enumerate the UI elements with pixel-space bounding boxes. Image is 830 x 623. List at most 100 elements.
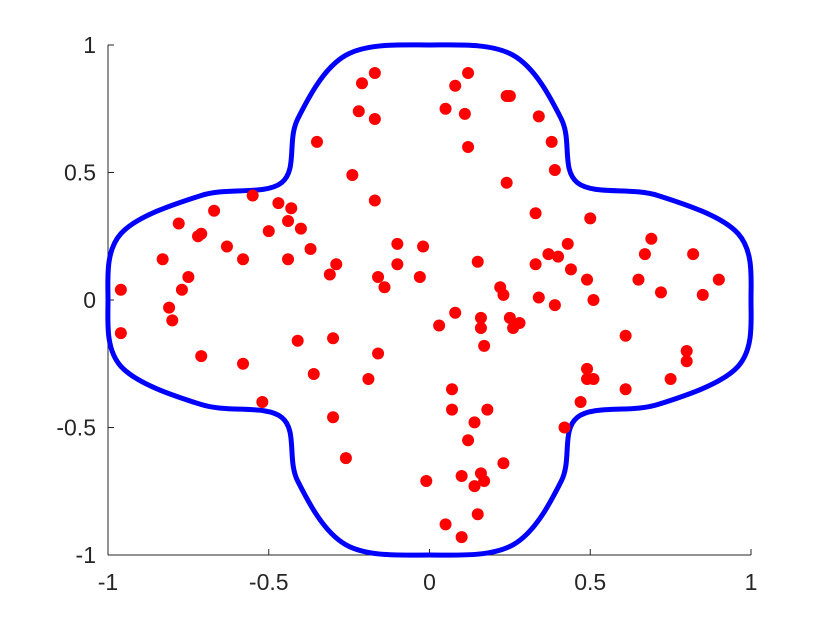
point [327, 332, 340, 345]
point [664, 373, 677, 386]
point [330, 258, 343, 271]
x-tick-label: -1 [98, 569, 118, 595]
point [446, 403, 459, 416]
point [455, 531, 468, 544]
point [323, 268, 336, 281]
point [420, 475, 433, 488]
point [362, 373, 375, 386]
point [497, 288, 510, 301]
point [417, 240, 430, 253]
point [478, 339, 491, 352]
point [497, 457, 510, 470]
point [256, 396, 269, 408]
point [166, 314, 179, 327]
point [304, 243, 317, 255]
point [285, 202, 298, 215]
point [478, 475, 491, 488]
point [391, 258, 404, 271]
point [208, 204, 221, 217]
point [195, 350, 208, 363]
point [182, 271, 195, 284]
point [237, 253, 250, 266]
point [282, 253, 295, 266]
point [474, 322, 487, 335]
point [114, 327, 127, 340]
point [114, 283, 127, 296]
x-tick-label: 1 [745, 569, 758, 595]
point [282, 214, 295, 227]
point [471, 508, 484, 521]
point [372, 271, 385, 284]
point [587, 294, 600, 306]
point [638, 248, 651, 261]
point [581, 362, 594, 375]
point [503, 311, 516, 324]
point [346, 169, 359, 182]
point [552, 250, 565, 263]
point [542, 248, 555, 261]
point [462, 434, 475, 447]
point [291, 334, 304, 347]
point [439, 102, 452, 115]
point [307, 367, 320, 380]
point [455, 469, 468, 482]
point [163, 301, 176, 314]
point [619, 383, 632, 396]
point [339, 452, 352, 465]
point [712, 273, 725, 286]
point [687, 248, 700, 261]
point [532, 110, 545, 123]
point [468, 480, 481, 493]
point [545, 135, 558, 148]
point [471, 255, 484, 268]
point [413, 271, 426, 284]
point [500, 176, 513, 189]
point [680, 345, 693, 357]
point [696, 288, 709, 301]
point [574, 396, 587, 408]
point [462, 67, 475, 80]
point [449, 79, 462, 92]
point [172, 217, 185, 230]
x-tick-label: 0 [423, 569, 436, 595]
point [462, 141, 475, 153]
point [355, 77, 368, 90]
point [680, 355, 693, 368]
point [294, 222, 307, 235]
point [446, 383, 459, 396]
point [220, 240, 233, 253]
point [156, 253, 169, 266]
point [561, 237, 574, 250]
point [368, 67, 381, 80]
point [372, 347, 385, 360]
point [310, 135, 323, 148]
point [262, 225, 275, 238]
point [368, 112, 381, 125]
point [558, 421, 571, 434]
point [378, 281, 391, 294]
point [195, 227, 208, 240]
point [449, 306, 462, 319]
y-tick-label: 1 [83, 32, 96, 58]
point [581, 273, 594, 286]
point [468, 416, 481, 429]
point [474, 311, 487, 324]
curve [105, 42, 754, 558]
point [587, 373, 600, 386]
x-tick-label: 0.5 [574, 569, 606, 595]
point [352, 105, 365, 118]
point [327, 411, 340, 424]
point [272, 197, 285, 210]
point [175, 283, 188, 296]
point [391, 237, 404, 250]
y-tick-label: -1 [76, 542, 96, 568]
point [632, 273, 645, 286]
point [564, 263, 577, 276]
point [654, 286, 667, 299]
point [237, 357, 250, 370]
point [645, 232, 658, 245]
y-tick-label: -0.5 [56, 415, 96, 441]
point [458, 107, 471, 120]
